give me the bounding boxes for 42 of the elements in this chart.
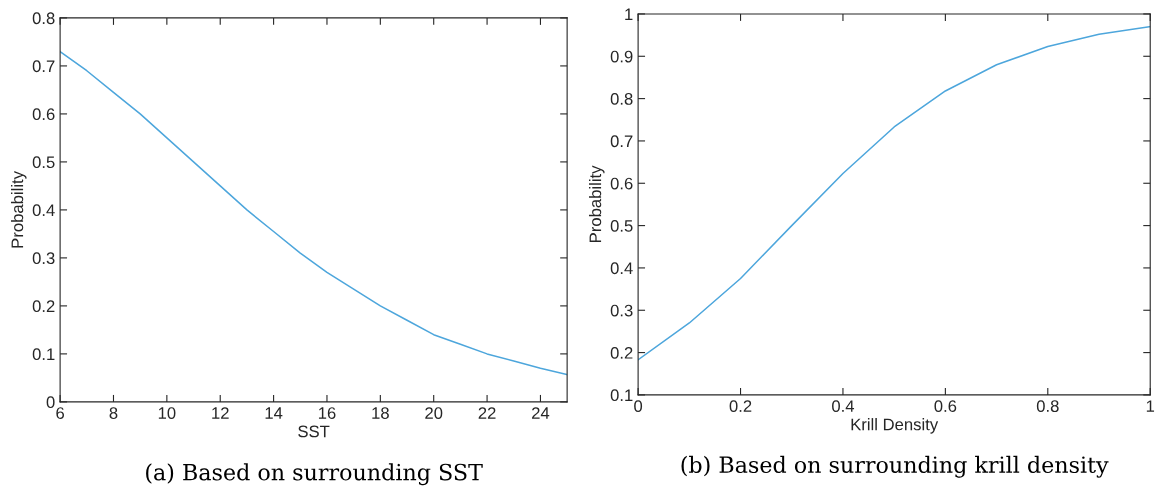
x-tick-label: 0.8	[1036, 400, 1059, 413]
x-tick-label: 16	[318, 407, 336, 419]
line-series	[60, 50, 568, 376]
y-tick-label: 0.9	[610, 50, 633, 63]
y-tick-label: 0.3	[610, 304, 633, 317]
x-tick-label: 18	[372, 407, 389, 419]
y-axis-title: Probability	[588, 165, 605, 242]
x-axis-title: SST	[298, 425, 330, 438]
y-tick-label: 0.4	[32, 204, 55, 217]
y-tick-label: 0.3	[32, 252, 55, 265]
x-tick-label: 10	[158, 407, 176, 419]
y-tick-label: 0.7	[32, 60, 55, 73]
line-series	[638, 25, 1151, 361]
x-tick-label: 0.6	[934, 400, 957, 413]
y-tick-label: 0.8	[32, 12, 55, 25]
y-tick-label: 0.1	[610, 389, 633, 402]
x-tick-label: 14	[265, 407, 283, 419]
text: (b) Based on surrounding krill density	[681, 455, 1109, 478]
x-tick-label: 8	[109, 407, 118, 419]
y-tick-label: 0.2	[610, 346, 633, 359]
y-tick-label: 0.8	[610, 93, 633, 105]
x-axis-title: Krill Density	[851, 418, 939, 434]
x-tick-label: 0.4	[832, 400, 855, 413]
y-tick-label: 0.1	[32, 348, 55, 361]
x-tick-label: 20	[425, 407, 443, 419]
y-tick-label: 0.5	[610, 220, 633, 232]
x-tick-label: 24	[532, 407, 550, 419]
y-tick-label: 0.4	[610, 262, 633, 275]
y-tick-label: 0.5	[32, 156, 55, 169]
y-tick-label: 1	[625, 8, 633, 20]
y-tick-label: 0.6	[610, 177, 633, 190]
x-tick-label: 0	[634, 400, 643, 413]
text: (a) Based on surrounding SST	[146, 463, 483, 486]
y-axis-title: Probability	[10, 171, 27, 248]
x-tick-label: 12	[212, 407, 229, 419]
x-tick-label: 6	[56, 407, 65, 419]
x-tick-label: 22	[478, 407, 496, 419]
y-tick-label: 0.7	[610, 135, 633, 148]
x-tick-label: 1	[1146, 400, 1155, 412]
x-tick-label: 0.2	[729, 400, 752, 413]
y-tick-label: 0.2	[32, 300, 55, 313]
y-tick-label: 0.6	[32, 108, 55, 121]
